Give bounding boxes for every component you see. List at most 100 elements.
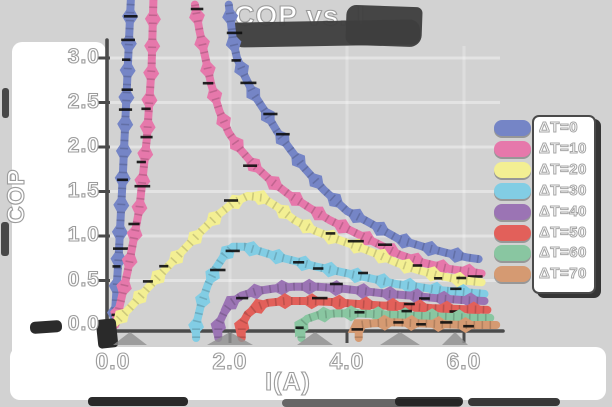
sketch-dash — [202, 81, 214, 85]
series-diamond-marker — [392, 307, 418, 324]
series-diamond-marker — [239, 241, 265, 257]
sketch-dash — [141, 107, 151, 111]
series-diamond-marker — [344, 238, 369, 254]
series-diamond-marker — [114, 165, 131, 192]
sketch-dash — [434, 277, 443, 280]
series-diamond-marker — [137, 140, 154, 167]
series-diamond-marker — [417, 240, 443, 257]
axis-shadow-bump — [207, 332, 253, 345]
series-diamond-marker — [234, 313, 250, 339]
sketch-dash — [142, 280, 153, 283]
sketch-dash — [128, 222, 140, 226]
series-diamond-marker — [330, 219, 354, 234]
sketch-dash — [449, 310, 460, 313]
sketch-dash — [263, 112, 278, 116]
axis-shadow-bump — [113, 332, 147, 345]
series-diamond-marker — [406, 299, 433, 316]
series-diamond-marker — [110, 246, 127, 273]
series-diamond-marker — [338, 305, 364, 322]
sketch-dash — [419, 297, 430, 300]
sketch-dash — [159, 264, 169, 268]
legend-color-pill — [494, 140, 531, 157]
series-diamond-marker — [379, 243, 403, 258]
sketch-dash — [401, 309, 412, 313]
series-diamond-marker — [139, 113, 156, 140]
sketch-dash — [325, 232, 336, 235]
series-diamond-marker — [317, 261, 343, 278]
series-diamond-marker — [403, 288, 430, 305]
series-diamond-marker — [371, 314, 398, 331]
sketch-dash — [224, 199, 238, 202]
series-diamond-marker — [144, 6, 161, 33]
series-diamond-marker — [423, 281, 449, 298]
x-tick-label: 6.0 — [446, 347, 482, 374]
series-diamond-marker — [126, 221, 143, 247]
series-diamond-marker — [205, 263, 220, 287]
y-tick-label: 3.0 — [67, 44, 100, 68]
series-diamond-marker — [354, 231, 379, 246]
axis-shadow-bump — [442, 332, 468, 345]
sketch-dash — [450, 287, 462, 291]
series-diamond-marker — [274, 128, 291, 150]
series-band — [214, 282, 489, 342]
legend-color-pill — [494, 120, 531, 136]
series-diamond-marker — [290, 150, 307, 171]
series-diamond-marker — [131, 194, 148, 221]
series-diamond-marker — [449, 284, 476, 300]
sketch-dash — [456, 276, 467, 280]
series-diamond-marker — [365, 306, 391, 323]
series-diamond-marker — [296, 278, 323, 295]
sketch-dash — [121, 38, 135, 42]
series-band-texture — [110, 0, 135, 326]
series-diamond-marker — [352, 296, 379, 313]
series-band — [354, 318, 501, 342]
series-band-texture — [237, 297, 488, 338]
series-diamond-marker — [244, 155, 264, 175]
series-diamond-marker — [323, 280, 350, 297]
series-diamond-marker — [457, 292, 484, 309]
series-diamond-marker — [218, 243, 237, 262]
sketch-dash — [312, 296, 328, 300]
legend-item-label: ΔT=20 — [539, 160, 587, 178]
legend-item-label: ΔT=0 — [538, 119, 579, 137]
sketch-dash — [440, 321, 453, 324]
series-diamond-marker — [189, 3, 205, 30]
series-diamond-marker — [242, 283, 269, 300]
series-diamond-marker — [376, 286, 403, 302]
series-diamond-marker — [144, 33, 161, 59]
series-diamond-marker — [261, 104, 275, 128]
series-diamond-marker — [119, 57, 136, 84]
series-diamond-marker — [455, 263, 482, 280]
series-diamond-marker — [398, 315, 425, 331]
series-diamond-marker — [110, 300, 126, 326]
sketch-dash — [136, 160, 146, 164]
series-diamond-marker — [210, 313, 226, 339]
series-diamond-marker — [350, 283, 376, 299]
series-diamond-marker — [116, 274, 132, 300]
series-diamond-marker — [298, 293, 325, 310]
series-diamond-marker — [294, 219, 318, 234]
series-diamond-marker — [311, 306, 337, 323]
sketch-dash — [354, 311, 365, 314]
series-diamond-marker — [195, 287, 211, 313]
series-diamond-marker — [186, 228, 205, 247]
title-shadow-blob — [345, 4, 423, 48]
series-diamond-marker — [117, 111, 134, 138]
axis-shadow-bump — [297, 332, 333, 345]
sketch-dash — [231, 59, 241, 62]
series-diamond-marker — [307, 206, 330, 221]
sketch-dash — [293, 261, 305, 264]
series-diamond-marker — [284, 191, 307, 206]
series-diamond-marker — [246, 82, 261, 105]
y-tick-label: 1.0 — [67, 222, 100, 246]
sketch-dash — [412, 264, 423, 267]
series-diamond-marker — [188, 313, 204, 339]
series-band — [237, 297, 492, 342]
series-diamond-marker — [430, 290, 457, 307]
series-band-texture — [192, 242, 485, 338]
series-diamond-marker — [368, 221, 392, 236]
legend-item-label: ΔT=40 — [539, 202, 587, 220]
series-diamond-marker — [143, 60, 160, 86]
legend-item-label: ΔT=30 — [539, 181, 587, 199]
